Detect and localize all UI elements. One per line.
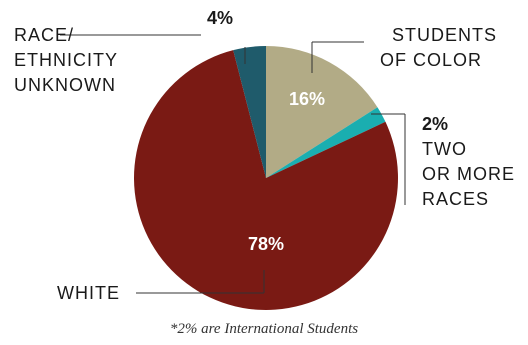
label-unknown-line3: UNKNOWN	[14, 75, 116, 95]
label-unknown-line2: ETHNICITY	[14, 50, 118, 70]
label-two-line2: OR MORE	[422, 164, 515, 184]
slice-two_or_more	[266, 107, 386, 178]
label-two-line1: TWO	[422, 139, 467, 159]
label-color-line2: OF COLOR	[380, 50, 482, 70]
label-unknown-line1: RACE/	[14, 25, 74, 45]
slice-students_of_color	[266, 46, 378, 178]
label-two-line3: RACES	[422, 189, 489, 209]
value-two: 2%	[422, 114, 448, 134]
value-white: 78%	[248, 234, 284, 254]
label-color-line1: STUDENTS	[392, 25, 497, 45]
footnote: *2% are International Students	[170, 321, 358, 337]
slice-unknown	[233, 46, 266, 178]
pie-slices	[134, 46, 398, 310]
slice-white	[134, 50, 398, 310]
value-unknown: 4%	[207, 8, 233, 28]
label-white: WHITE	[57, 283, 120, 303]
value-color: 16%	[289, 89, 325, 109]
